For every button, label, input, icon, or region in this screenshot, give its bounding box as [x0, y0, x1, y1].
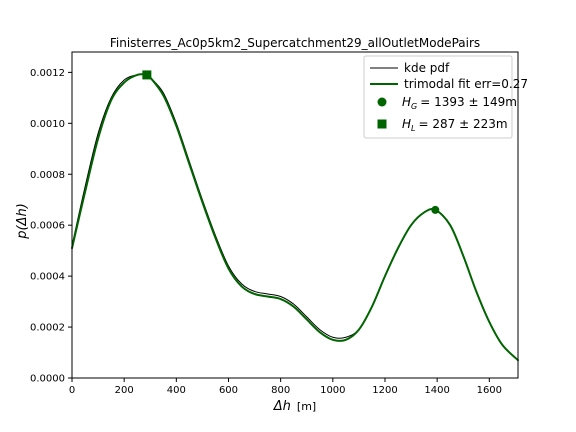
- plot-area: 0 200 400 600 800 1000 1200 1400 1600 0.00000.00…: [30, 51, 519, 396]
- legend-swatch-hl: [377, 119, 387, 129]
- legend-label-hl: HL = 287 ± 223m: [402, 117, 508, 133]
- y-axis-label: p(Δh): [15, 203, 30, 240]
- x-axis-unit: [m]: [297, 400, 316, 413]
- y-axis-p: p: [15, 231, 30, 240]
- y-tick-label: 0.0012: [30, 68, 65, 79]
- y-axis-arg: (Δh): [15, 203, 30, 230]
- axes-frame: [71, 51, 519, 379]
- y-tick-label: 0.0002: [30, 323, 65, 334]
- y-tick-label: 0.0006: [30, 221, 65, 232]
- x-tick-label: 800: [271, 385, 290, 396]
- legend-label-fit: trimodal fit err=0.27: [404, 77, 528, 91]
- marker-hg: [431, 205, 440, 214]
- legend-label-hg: HG = 1393 ± 149m: [402, 95, 517, 111]
- legend: kde pdf trimodal fit err=0.27 HG = 1393 ±…: [363, 55, 528, 139]
- x-axis-symbol: Δh: [273, 399, 291, 414]
- x-tick-label: 1200: [372, 385, 397, 396]
- chart-title: Finisterres_Ac0p5km2_Supercatchment29_al…: [110, 36, 480, 50]
- marker-hl: [142, 70, 152, 80]
- x-axis-label: Δh [m]: [273, 399, 316, 414]
- x-ticks: 0 200 400 600 800 1000 1200 1400 1600: [69, 378, 502, 396]
- x-tick-label: 400: [167, 385, 186, 396]
- x-tick-label: 1000: [320, 385, 345, 396]
- x-tick-label: 600: [219, 385, 238, 396]
- legend-hl-subscript: L: [411, 124, 415, 133]
- x-tick-label: 0: [69, 385, 75, 396]
- legend-label-kde: kde pdf: [404, 61, 450, 75]
- legend-hg-subscript: G: [411, 102, 417, 111]
- marker-layer: [142, 70, 440, 214]
- x-tick-label: 1600: [477, 385, 502, 396]
- y-ticks: 0.0000 0.0002 0.0004 0.0006 0.0008 0.0010 0.00…: [30, 68, 72, 385]
- x-tick-label: 200: [115, 385, 134, 396]
- y-tick-label: 0.0004: [30, 272, 65, 283]
- y-tick-label: 0.0010: [30, 119, 65, 130]
- legend-hl-value: = 287 ± 223m: [419, 117, 508, 131]
- legend-box: [363, 55, 513, 139]
- legend-hg-value: = 1393 ± 149m: [420, 95, 517, 109]
- legend-hg-symbol: H: [402, 95, 411, 109]
- legend-hl-symbol: H: [402, 117, 411, 131]
- x-tick-label: 1400: [424, 385, 449, 396]
- y-tick-label: 0.0000: [30, 374, 65, 385]
- y-tick-label: 0.0008: [30, 170, 65, 181]
- legend-swatch-hg: [377, 97, 387, 107]
